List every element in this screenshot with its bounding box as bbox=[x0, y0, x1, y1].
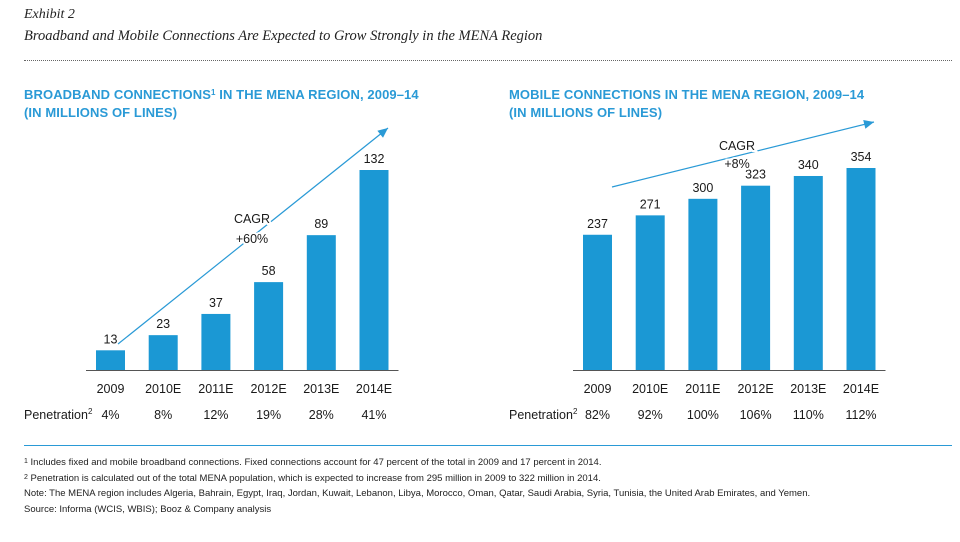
mobile-bar-2009 bbox=[583, 234, 612, 370]
broadband-cagr-value: +60% bbox=[236, 232, 268, 246]
mobile-category-label-2010E: 2010E bbox=[632, 382, 668, 396]
broadband-category-label-2010E: 2010E bbox=[145, 382, 181, 396]
broadband-category-label-2012E: 2012E bbox=[251, 382, 287, 396]
footnote-source: Source: Informa (WCIS, WBIS); Booz & Com… bbox=[24, 503, 272, 515]
mobile-chart-title: MOBILE CONNECTIONS IN THE MENA REGION, 2… bbox=[509, 87, 865, 120]
mobile-bar-2012E bbox=[741, 185, 771, 370]
mobile-bar-2014E bbox=[846, 168, 876, 370]
mobile-chart-subtitle: (IN MILLIONS OF LINES) bbox=[509, 105, 663, 120]
broadband-bar-2011E bbox=[201, 313, 231, 370]
broadband-value-label-2013E: 89 bbox=[314, 217, 328, 231]
broadband-chart-title: BROADBAND CONNECTIONS1 IN THE MENA REGIO… bbox=[24, 87, 419, 120]
mobile-penetration-2014E: 112% bbox=[845, 408, 876, 422]
mobile-category-label-2011E: 2011E bbox=[685, 382, 720, 396]
broadband-penetration-2009: 4% bbox=[101, 408, 119, 422]
broadband-bar-2010E bbox=[148, 335, 178, 370]
broadband-cagr-arrow-head bbox=[377, 128, 388, 138]
mobile-cagr-label: CAGR bbox=[719, 139, 755, 153]
broadband-penetration-2013E: 28% bbox=[309, 408, 334, 422]
mobile-bar-2013E bbox=[793, 175, 823, 370]
mobile-category-label-2012E: 2012E bbox=[738, 382, 774, 396]
exhibit-title: Broadband and Mobile Connections Are Exp… bbox=[24, 28, 543, 44]
broadband-category-label-2013E: 2013E bbox=[303, 382, 339, 396]
broadband-cagr-label: CAGR bbox=[234, 212, 270, 226]
mobile-bar-2011E bbox=[688, 198, 718, 370]
broadband-cagr-arrow-line bbox=[117, 127, 389, 345]
broadband-category-label-2014E: 2014E bbox=[356, 382, 392, 396]
broadband-category-label-2009: 2009 bbox=[97, 382, 125, 396]
mobile-bar-2010E bbox=[635, 215, 665, 370]
broadband-bar-2014E bbox=[359, 170, 389, 370]
mobile-category-label-2009: 2009 bbox=[584, 382, 612, 396]
mobile-value-label-2009: 237 bbox=[587, 217, 608, 231]
mobile-cagr-arrow-line bbox=[611, 121, 875, 188]
mobile-value-label-2014E: 354 bbox=[851, 150, 872, 164]
footnotes: 1 Includes fixed and mobile broadband co… bbox=[24, 455, 810, 517]
mobile-value-label-2012E: 323 bbox=[745, 168, 766, 182]
mobile-penetration-2009: 82% bbox=[585, 408, 610, 422]
broadband-penetration-2012E: 19% bbox=[256, 408, 281, 422]
mobile-cagr-arrow-head bbox=[863, 120, 874, 129]
broadband-penetration-2011E: 12% bbox=[203, 408, 228, 422]
footnote-divider bbox=[24, 445, 952, 446]
broadband-penetration-label: Penetration2 bbox=[24, 407, 93, 422]
mobile-category-label-2014E: 2014E bbox=[843, 382, 879, 396]
mobile-value-label-2011E: 300 bbox=[692, 181, 713, 195]
exhibit-label: Exhibit 2 bbox=[24, 7, 75, 22]
broadband-value-label-2010E: 23 bbox=[156, 317, 170, 331]
mobile-value-label-2013E: 340 bbox=[798, 158, 819, 172]
mobile-penetration-2011E: 100% bbox=[687, 408, 719, 422]
mobile-cagr-value: +8% bbox=[724, 157, 749, 171]
broadband-value-label-2014E: 132 bbox=[364, 152, 385, 166]
broadband-bar-2009 bbox=[96, 350, 125, 370]
mobile-category-label-2013E: 2013E bbox=[790, 382, 826, 396]
mobile-penetration-2012E: 106% bbox=[740, 408, 772, 422]
mobile-penetration-label: Penetration2 bbox=[509, 407, 578, 422]
mobile-value-label-2010E: 271 bbox=[640, 197, 661, 211]
broadband-value-label-2011E: 37 bbox=[209, 296, 223, 310]
broadband-penetration-2014E: 41% bbox=[361, 408, 386, 422]
broadband-value-label-2012E: 58 bbox=[262, 264, 276, 278]
mobile-penetration-2010E: 92% bbox=[638, 408, 663, 422]
broadband-category-label-2011E: 2011E bbox=[198, 382, 233, 396]
broadband-value-label-2009: 13 bbox=[104, 332, 118, 346]
title-divider bbox=[24, 60, 952, 61]
mobile-penetration-2013E: 110% bbox=[793, 408, 824, 422]
broadband-bar-2012E bbox=[254, 282, 284, 370]
broadband-penetration-2010E: 8% bbox=[154, 408, 172, 422]
footnote-2: 2 Penetration is calculated out of the t… bbox=[24, 472, 601, 484]
footnote-1: 1 Includes fixed and mobile broadband co… bbox=[24, 457, 602, 468]
footnote-note: Note: The MENA region includes Algeria, … bbox=[24, 488, 811, 499]
broadband-chart-subtitle: (IN MILLIONS OF LINES) bbox=[24, 105, 178, 120]
broadband-bar-2013E bbox=[306, 235, 336, 370]
